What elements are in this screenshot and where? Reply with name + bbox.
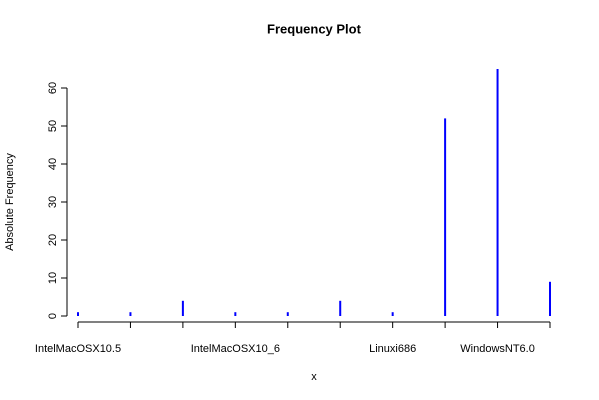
y-axis-label: Absolute Frequency (4, 153, 16, 251)
y-tick-label: 40 (47, 158, 59, 170)
x-tick-label: Linuxi686 (369, 343, 416, 355)
y-tick-label: 20 (47, 234, 59, 246)
bar (496, 69, 499, 316)
bar (77, 312, 79, 316)
chart-title: Frequency Plot (267, 21, 362, 36)
x-tick-label: WindowsNT6.0 (460, 343, 535, 355)
y-tick-label: 0 (47, 313, 59, 319)
bar (286, 312, 289, 316)
bar (234, 312, 237, 316)
x-axis-label: x (311, 371, 317, 383)
y-tick-label: 50 (47, 120, 59, 132)
x-tick-label: IntelMacOSX10_6 (191, 343, 280, 355)
bar (444, 118, 447, 317)
bar (129, 312, 132, 316)
bar (549, 281, 551, 316)
bar (181, 300, 184, 316)
y-tick-label: 10 (47, 272, 59, 284)
x-tick-label: IntelMacOSX10.5 (35, 343, 121, 355)
y-tick-label: 60 (47, 82, 59, 94)
bar (391, 312, 394, 316)
y-tick-label: 30 (47, 196, 59, 208)
bar (339, 300, 342, 316)
